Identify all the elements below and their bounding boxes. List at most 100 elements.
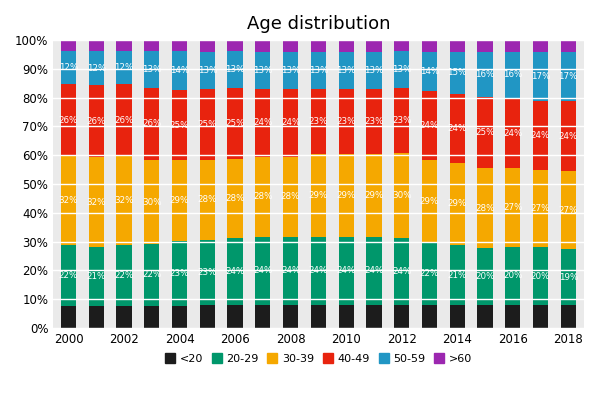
Bar	[89, 247, 104, 306]
Text: 32%: 32%	[86, 198, 106, 206]
Bar	[89, 40, 104, 51]
Bar	[505, 305, 520, 328]
Bar	[449, 52, 465, 94]
Text: 28%: 28%	[281, 192, 301, 201]
Text: 27%: 27%	[559, 206, 578, 215]
Bar	[283, 157, 298, 237]
Text: 16%: 16%	[503, 71, 523, 79]
Text: 13%: 13%	[226, 65, 245, 74]
Text: 26%: 26%	[142, 119, 161, 128]
Bar	[394, 237, 409, 305]
Bar	[144, 160, 160, 244]
Text: 28%: 28%	[226, 194, 245, 203]
Text: 24%: 24%	[531, 131, 550, 140]
Bar	[394, 88, 409, 153]
Bar	[61, 51, 76, 84]
Bar	[255, 237, 271, 305]
Bar	[283, 305, 298, 328]
Bar	[255, 305, 271, 328]
Text: 15%: 15%	[448, 69, 467, 77]
Bar	[61, 245, 76, 306]
Bar	[172, 306, 187, 328]
Bar	[478, 169, 493, 248]
Bar	[311, 52, 326, 88]
Text: 21%: 21%	[86, 272, 106, 281]
Bar	[144, 40, 160, 51]
Bar	[172, 90, 187, 160]
Text: 22%: 22%	[59, 271, 78, 280]
Bar	[560, 101, 576, 171]
Bar	[505, 40, 520, 52]
Text: 30%: 30%	[392, 191, 412, 200]
Bar	[255, 157, 271, 237]
Bar	[422, 52, 437, 91]
Text: 19%: 19%	[559, 273, 578, 282]
Bar	[227, 88, 243, 159]
Bar	[422, 91, 437, 160]
Bar	[560, 52, 576, 101]
Text: 21%: 21%	[448, 271, 467, 280]
Bar	[366, 52, 382, 88]
Bar	[422, 160, 437, 242]
Bar	[89, 306, 104, 328]
Text: 24%: 24%	[281, 266, 300, 275]
Text: 24%: 24%	[253, 266, 272, 275]
Text: 20%: 20%	[475, 272, 495, 281]
Bar	[533, 100, 548, 170]
Text: 22%: 22%	[142, 270, 161, 279]
Bar	[144, 306, 160, 328]
Bar	[200, 52, 215, 88]
Bar	[283, 40, 298, 52]
Text: 13%: 13%	[364, 66, 383, 74]
Text: 23%: 23%	[364, 117, 383, 126]
Bar	[89, 157, 104, 247]
Text: 24%: 24%	[308, 266, 328, 275]
Text: 24%: 24%	[337, 266, 356, 275]
Bar	[89, 85, 104, 157]
Bar	[200, 305, 215, 328]
Bar	[227, 237, 243, 305]
Bar	[422, 242, 437, 305]
Bar	[283, 237, 298, 305]
Bar	[227, 40, 243, 51]
Bar	[227, 305, 243, 328]
Bar	[200, 40, 215, 52]
Bar	[61, 306, 76, 328]
Bar	[338, 154, 354, 237]
Bar	[394, 51, 409, 88]
Text: 24%: 24%	[281, 118, 300, 127]
Text: 22%: 22%	[420, 269, 439, 278]
Bar	[172, 241, 187, 306]
Bar	[116, 51, 131, 84]
Bar	[255, 52, 271, 88]
Bar	[478, 305, 493, 328]
Text: 29%: 29%	[364, 191, 383, 200]
Bar	[533, 247, 548, 305]
Bar	[338, 40, 354, 52]
Text: 25%: 25%	[226, 119, 245, 128]
Text: 23%: 23%	[170, 269, 190, 278]
Bar	[478, 248, 493, 305]
Text: 20%: 20%	[503, 271, 523, 280]
Text: 22%: 22%	[115, 271, 134, 280]
Bar	[200, 240, 215, 305]
Bar	[116, 84, 131, 157]
Bar	[116, 245, 131, 306]
Text: 13%: 13%	[392, 65, 412, 74]
Text: 24%: 24%	[253, 118, 272, 127]
Text: 28%: 28%	[197, 195, 217, 204]
Bar	[89, 51, 104, 85]
Bar	[311, 305, 326, 328]
Bar	[200, 160, 215, 240]
Text: 24%: 24%	[448, 124, 467, 133]
Bar	[172, 160, 187, 241]
Bar	[422, 305, 437, 328]
Bar	[366, 154, 382, 237]
Text: 28%: 28%	[475, 204, 495, 213]
Bar	[255, 40, 271, 52]
Text: 13%: 13%	[281, 66, 301, 74]
Bar	[366, 237, 382, 305]
Text: 29%: 29%	[337, 191, 356, 200]
Bar	[449, 94, 465, 163]
Bar	[505, 52, 520, 98]
